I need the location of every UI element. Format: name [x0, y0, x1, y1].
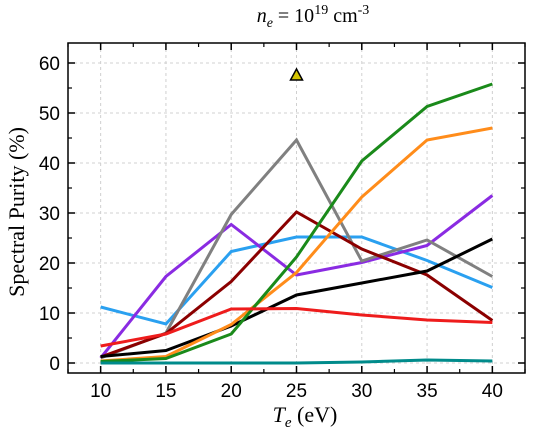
series-line-6 — [100, 126, 493, 363]
x-tick-label: 40 — [482, 381, 503, 402]
series-line-1 — [100, 235, 493, 326]
series-line-8 — [100, 306, 493, 348]
series-line-7 — [100, 82, 493, 363]
x-tick-label: 35 — [417, 381, 438, 402]
axes: 10 15 20 25 30 35 40 0 10 20 30 40 50 60 — [39, 42, 526, 402]
series-group — [99, 82, 494, 365]
series-line-9 — [100, 358, 493, 365]
marker-group — [289, 67, 304, 81]
y-tick-label: 10 — [39, 304, 60, 325]
y-tick-label: 40 — [39, 154, 60, 175]
y-tick-label: 30 — [39, 204, 60, 225]
grid — [68, 43, 525, 373]
y-tick-label: 20 — [39, 254, 60, 275]
triangle-marker — [289, 67, 304, 81]
y-tick-label: 60 — [39, 54, 60, 75]
series-line-2 — [99, 194, 494, 359]
y-axis-label: Spectral Purity (%) — [4, 127, 29, 297]
x-tick-label: 20 — [221, 381, 242, 402]
x-tick-label: 15 — [155, 381, 176, 402]
x-axis-label: Te (eV) — [273, 402, 338, 431]
y-tick-label: 50 — [39, 104, 60, 125]
y-tick-label: 0 — [49, 354, 60, 375]
x-tick-label: 10 — [90, 381, 111, 402]
series-line-5 — [100, 237, 494, 358]
chart-title: ne = 1019 cm-3 — [257, 3, 370, 31]
x-tick-label: 30 — [351, 381, 372, 402]
x-tick-label: 25 — [286, 381, 307, 402]
